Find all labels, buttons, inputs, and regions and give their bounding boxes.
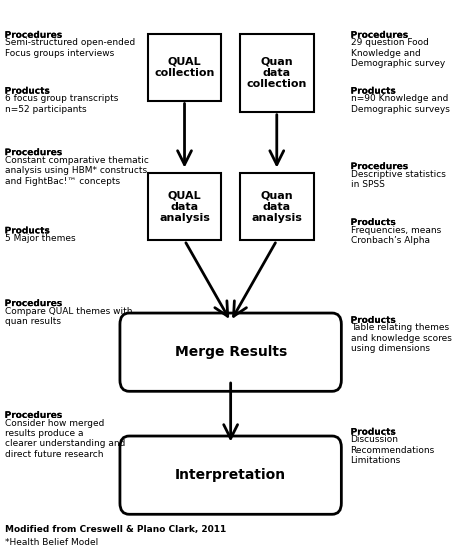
Text: Products: Products <box>5 87 50 96</box>
Text: 6 focus group transcripts
n=52 participants: 6 focus group transcripts n=52 participa… <box>5 94 118 113</box>
Text: Procedures: Procedures <box>351 162 408 171</box>
Text: Consider how merged
results produce a
clearer understanding and
direct future re: Consider how merged results produce a cl… <box>5 419 125 459</box>
Text: Procedures: Procedures <box>5 411 62 420</box>
Text: Quan
data
analysis: Quan data analysis <box>251 190 302 224</box>
Text: QUAL
collection: QUAL collection <box>155 56 215 78</box>
FancyBboxPatch shape <box>240 173 314 240</box>
Text: *Health Belief Model: *Health Belief Model <box>5 538 98 547</box>
Text: Semi-structured open-ended
Focus groups interviews: Semi-structured open-ended Focus groups … <box>5 39 135 58</box>
Text: Products: Products <box>351 218 396 227</box>
Text: Procedures: Procedures <box>5 148 62 157</box>
Text: 29 question Food
Knowledge and
Demographic survey: 29 question Food Knowledge and Demograph… <box>351 39 445 68</box>
FancyBboxPatch shape <box>120 313 341 391</box>
Text: Discussion
Recommendations
Limitations: Discussion Recommendations Limitations <box>351 435 435 465</box>
Text: Products: Products <box>351 316 396 325</box>
Text: Procedures: Procedures <box>5 299 62 308</box>
Text: Products: Products <box>351 428 396 437</box>
Text: Merge Results: Merge Results <box>174 345 287 359</box>
FancyBboxPatch shape <box>240 34 314 112</box>
Text: n=90 Knowledge and
Demographic surveys: n=90 Knowledge and Demographic surveys <box>351 94 449 113</box>
Text: Frequencies, means
Cronbach’s Alpha: Frequencies, means Cronbach’s Alpha <box>351 226 441 245</box>
FancyBboxPatch shape <box>147 34 221 101</box>
Text: Products: Products <box>5 226 50 235</box>
Text: Compare QUAL themes with
quan results: Compare QUAL themes with quan results <box>5 307 132 326</box>
Text: Constant comparative thematic
analysis using HBM* constructs
and FightBac!™ conc: Constant comparative thematic analysis u… <box>5 156 148 186</box>
FancyBboxPatch shape <box>147 173 221 240</box>
Text: Products: Products <box>351 87 396 96</box>
Text: Descriptive statistics
in SPSS: Descriptive statistics in SPSS <box>351 170 446 189</box>
Text: Procedures: Procedures <box>351 31 408 40</box>
FancyBboxPatch shape <box>120 436 341 514</box>
Text: Procedures: Procedures <box>5 31 62 40</box>
Text: Quan
data
collection: Quan data collection <box>246 56 307 89</box>
Text: Modified from Creswell & Plano Clark, 2011: Modified from Creswell & Plano Clark, 20… <box>5 525 226 534</box>
Text: 5 Major themes: 5 Major themes <box>5 234 75 243</box>
Text: Interpretation: Interpretation <box>175 468 286 482</box>
Text: QUAL
data
analysis: QUAL data analysis <box>159 190 210 224</box>
Text: Table relating themes
and knowledge scores
using dimensions: Table relating themes and knowledge scor… <box>351 324 451 353</box>
